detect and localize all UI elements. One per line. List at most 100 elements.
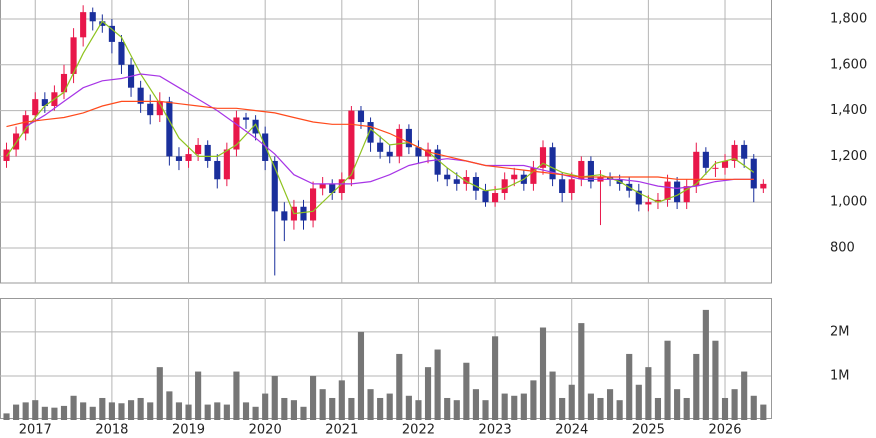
volume-bar [472, 389, 480, 420]
candle-body [137, 87, 144, 104]
volume-bar [348, 397, 355, 420]
candle-body [60, 73, 68, 93]
candle-body [434, 149, 441, 175]
price-panel [0, 0, 772, 284]
candle-body [175, 156, 183, 161]
volume-bar [549, 371, 556, 420]
volume-bar [415, 400, 422, 420]
volume-bar [338, 380, 345, 420]
candle-body [348, 110, 355, 180]
candle-body [99, 21, 106, 26]
moving-average [6, 100, 754, 180]
x-tick-label: 2018 [95, 423, 128, 438]
volume-bar [606, 389, 614, 420]
volume-bar [424, 367, 432, 420]
volume-bar [444, 397, 451, 420]
volume-bar [262, 393, 269, 420]
volume-bar [41, 406, 48, 420]
volume-bar [645, 367, 652, 420]
moving-average [25, 73, 754, 190]
volume-bar [118, 403, 125, 420]
candle-body [539, 147, 547, 168]
volume-bar [99, 397, 106, 420]
volume-bar [712, 340, 719, 420]
x-tick-label: 2025 [632, 423, 665, 438]
volume-bar [300, 406, 307, 420]
volume-bar [310, 375, 317, 420]
candle-body [80, 12, 87, 38]
volume-bar [223, 404, 230, 420]
candle-body [13, 133, 20, 150]
volume-bar [530, 380, 537, 420]
volume-bar [597, 397, 604, 420]
volume-bar [434, 349, 441, 420]
volume-bar [741, 371, 748, 420]
candle-body [674, 181, 681, 203]
x-tick-label: 2023 [479, 423, 512, 438]
candle-body [233, 117, 240, 150]
candle-body [482, 190, 489, 203]
y-tick-label: 2M [830, 324, 850, 339]
volume-bar [127, 400, 135, 420]
candle-body [386, 151, 393, 157]
candle-body [357, 110, 365, 123]
volume-bar [578, 323, 585, 420]
volume-bar [147, 402, 154, 420]
candle-body [635, 190, 642, 205]
candle-body [319, 183, 326, 189]
candle-body [214, 160, 221, 180]
candle-body [89, 12, 96, 22]
candle-body [367, 122, 374, 143]
candle-body [166, 101, 173, 157]
candle-body [118, 41, 125, 65]
volume-bar [204, 404, 211, 420]
candle-body [645, 202, 652, 205]
candle-body [721, 160, 729, 168]
candle-body [396, 128, 403, 157]
volume-bar [396, 353, 403, 420]
candle-body [70, 37, 77, 74]
candle-body [568, 179, 575, 194]
candle-body [654, 199, 662, 203]
candle-body [281, 211, 288, 221]
candle-body [453, 179, 460, 184]
volume-bar [195, 371, 202, 420]
candle-body [530, 167, 537, 184]
candle-body [271, 160, 278, 212]
candle-body [501, 179, 508, 194]
volume-bar [721, 397, 729, 420]
candle-body [712, 167, 719, 169]
volume-bar [281, 397, 288, 420]
volume-bar [492, 336, 499, 420]
candle-body [683, 186, 690, 203]
y-tick-label: 1M [830, 368, 850, 383]
candle-body [108, 25, 115, 42]
volume-panel [0, 298, 772, 419]
volume-bar [750, 395, 757, 420]
candle-body [32, 99, 39, 116]
candle-body [587, 160, 594, 182]
candle-body [185, 154, 192, 161]
volume-bar [405, 395, 412, 420]
volume-bar [22, 402, 29, 420]
candle-body [741, 144, 748, 159]
candle-body [252, 119, 259, 134]
candle-body [195, 144, 202, 155]
volume-bar [271, 375, 278, 420]
candle-body [549, 147, 556, 180]
candle-body [300, 206, 307, 221]
volume-bar [329, 397, 336, 420]
volume-bar [166, 391, 173, 420]
moving-average [6, 20, 755, 215]
volume-bar [683, 397, 690, 420]
volume-bar [760, 404, 767, 420]
volume-bar [214, 402, 221, 420]
volume-bar [156, 367, 163, 420]
candle-body [463, 176, 470, 184]
candle-body [405, 128, 412, 148]
volume-bar [511, 395, 518, 420]
x-tick-label: 2019 [172, 423, 205, 438]
volume-bar [51, 407, 58, 420]
candle-body [444, 174, 451, 180]
